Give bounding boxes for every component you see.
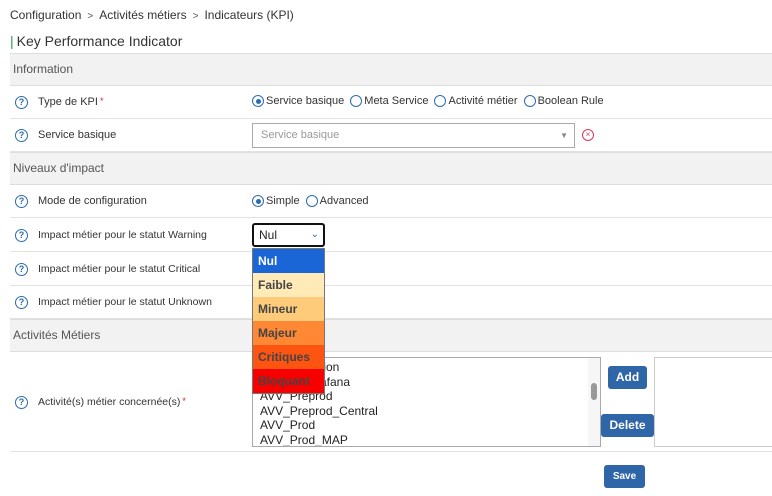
unknown-label: Impact métier pour le statut Unknown: [38, 296, 212, 308]
radio-service-basique[interactable]: Service basique: [252, 95, 344, 107]
clear-icon[interactable]: ×: [582, 129, 594, 141]
dropdown-arrow-icon: ▼: [560, 131, 568, 140]
radio-meta-service[interactable]: Meta Service: [350, 95, 428, 107]
row-warning: ? Impact métier pour le statut Warning: [10, 218, 772, 252]
list-item[interactable]: AVV_Prod: [260, 418, 316, 432]
list-item[interactable]: afana: [320, 374, 351, 389]
help-icon[interactable]: ?: [15, 396, 28, 409]
page-title: | Key Performance Indicator: [10, 33, 183, 49]
radio-advanced[interactable]: Advanced: [305, 195, 369, 207]
warning-impact-select[interactable]: Nul ⌄: [252, 223, 325, 247]
option-bloquant[interactable]: Bloquant: [253, 369, 324, 393]
radio-simple[interactable]: Simple: [252, 195, 300, 207]
row-mode: ? Mode de configuration Simple Advanced: [10, 185, 772, 218]
mode-label: Mode de configuration: [38, 195, 147, 207]
scrollbar[interactable]: [588, 358, 600, 446]
section-activites: Activités Métiers: [10, 319, 772, 352]
row-activites: ? Activité(s) métier concernée(s) *: [10, 352, 772, 452]
page-title-text: Key Performance Indicator: [16, 33, 183, 49]
row-service: ? Service basique: [10, 119, 772, 152]
add-button[interactable]: Add: [608, 366, 647, 389]
row-unknown: ? Impact métier pour le statut Unknown: [10, 286, 772, 319]
radio-boolean-rule[interactable]: Boolean Rule: [523, 95, 604, 107]
activites-label: Activité(s) métier concernée(s) *: [38, 396, 186, 408]
row-critical: ? Impact métier pour le statut Critical: [10, 252, 772, 286]
save-button[interactable]: Save: [604, 465, 645, 488]
list-item[interactable]: AVV_Prod_MAP: [260, 432, 348, 447]
breadcrumb: Configuration > Activités métiers > Indicate…: [10, 8, 294, 22]
chevron-down-icon: ⌄: [310, 229, 319, 240]
breadcrumb-separator: >: [87, 11, 94, 22]
help-icon[interactable]: ?: [15, 296, 28, 309]
help-icon[interactable]: ?: [15, 263, 28, 276]
help-icon[interactable]: ?: [15, 129, 28, 142]
option-mineur[interactable]: Mineur: [253, 297, 324, 321]
service-select[interactable]: Service basique ▼: [252, 123, 575, 148]
kpi-type-label: Type de KPI *: [38, 96, 104, 108]
list-item[interactable]: AVV_Preprod_Central: [260, 403, 378, 418]
section-information: Information: [10, 53, 772, 86]
help-icon[interactable]: ?: [15, 96, 28, 109]
help-icon[interactable]: ?: [15, 195, 28, 208]
option-critiques[interactable]: Critiques: [253, 345, 324, 369]
service-label: Service basique: [38, 129, 117, 141]
breadcrumb-kpi[interactable]: Indicateurs (KPI): [204, 8, 294, 22]
option-faible[interactable]: Faible: [253, 273, 324, 297]
section-impact: Niveaux d'impact: [10, 152, 772, 185]
breadcrumb-separator: >: [192, 11, 199, 22]
delete-button[interactable]: Delete: [601, 414, 654, 437]
help-icon[interactable]: ?: [15, 229, 28, 242]
option-nul[interactable]: Nul: [253, 249, 324, 273]
warning-label: Impact métier pour le statut Warning: [38, 229, 207, 241]
critical-label: Impact métier pour le statut Critical: [38, 263, 201, 275]
selected-activites-listbox[interactable]: [654, 357, 772, 447]
breadcrumb-configuration[interactable]: Configuration: [10, 8, 82, 22]
row-kpi-type: ? Type de KPI * Service basique Meta Serv…: [10, 86, 772, 119]
option-majeur[interactable]: Majeur: [253, 321, 324, 345]
radio-activite-metier[interactable]: Activité métier: [434, 95, 518, 107]
breadcrumb-activites[interactable]: Activités métiers: [99, 8, 187, 22]
impact-dropdown-menu: Nul Faible Mineur Majeur Critiques Bloqu…: [252, 248, 325, 394]
